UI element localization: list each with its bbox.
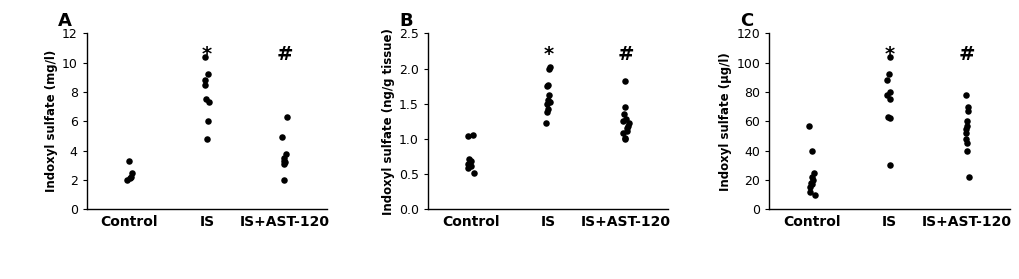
Point	[273, 135, 289, 140]
Point	[880, 116, 897, 121]
Point	[200, 119, 216, 124]
Point	[959, 109, 975, 113]
Point	[464, 133, 480, 137]
Point	[802, 189, 818, 194]
Point	[879, 115, 896, 119]
Point	[461, 157, 477, 161]
Point	[463, 159, 479, 164]
Point	[800, 124, 816, 128]
Point	[542, 65, 558, 69]
Point	[540, 93, 556, 98]
Point	[539, 83, 555, 87]
Point	[196, 55, 212, 59]
Point	[958, 124, 974, 128]
Point	[538, 102, 554, 106]
Point	[616, 105, 633, 110]
Point	[465, 170, 481, 175]
Point	[958, 141, 974, 146]
Point	[121, 176, 138, 181]
Point	[616, 135, 633, 140]
Point	[614, 119, 631, 124]
Point	[537, 121, 553, 126]
Point	[804, 178, 820, 182]
Point	[275, 159, 291, 163]
Point	[803, 175, 819, 179]
Text: *: *	[883, 45, 894, 64]
Point	[460, 166, 476, 171]
Point	[539, 110, 555, 114]
Point	[803, 148, 819, 153]
Point	[197, 83, 213, 87]
Point	[878, 93, 895, 97]
Point	[880, 90, 897, 94]
Point	[277, 160, 293, 165]
Text: A: A	[58, 12, 71, 30]
Point	[959, 104, 975, 109]
Point	[957, 93, 973, 97]
Point	[200, 72, 216, 77]
Point	[620, 121, 636, 126]
Point	[614, 131, 631, 136]
Point	[801, 185, 817, 189]
Point	[960, 175, 976, 179]
Point	[199, 137, 215, 141]
Point	[957, 126, 973, 131]
Point	[277, 151, 293, 156]
Point	[122, 175, 139, 179]
Text: *: *	[202, 45, 212, 64]
Point	[877, 78, 894, 83]
Text: *: *	[543, 45, 552, 64]
Point	[540, 66, 556, 71]
Point	[803, 182, 819, 187]
Point	[541, 99, 557, 104]
Point	[619, 124, 635, 129]
Point	[958, 119, 974, 124]
Point	[275, 178, 291, 182]
Text: #: #	[276, 45, 292, 64]
Point	[802, 181, 818, 185]
Point	[957, 131, 973, 135]
Point	[619, 128, 635, 133]
Point	[539, 107, 555, 112]
Point	[880, 163, 897, 167]
Point	[958, 148, 974, 153]
Text: B: B	[398, 12, 413, 30]
Point	[616, 79, 633, 83]
Point	[278, 115, 294, 119]
Point	[460, 161, 476, 166]
Point	[198, 97, 214, 102]
Point	[120, 159, 137, 163]
Point	[124, 170, 141, 175]
Point	[539, 84, 555, 88]
Point	[805, 170, 821, 175]
Point	[616, 137, 633, 141]
Point	[275, 156, 291, 160]
Point	[197, 78, 213, 83]
Point	[880, 97, 897, 102]
Point	[619, 126, 635, 131]
Point	[880, 55, 897, 59]
Point	[463, 163, 479, 168]
Y-axis label: Indoxyl sulfate (μg/l): Indoxyl sulfate (μg/l)	[718, 52, 732, 191]
Point	[201, 100, 217, 105]
Text: #: #	[616, 45, 634, 64]
Point	[119, 178, 136, 182]
Point	[615, 112, 632, 117]
Y-axis label: Indoxyl sulfate (ng/g tissue): Indoxyl sulfate (ng/g tissue)	[381, 28, 394, 215]
Text: #: #	[958, 45, 974, 64]
Point	[957, 137, 973, 141]
Point	[880, 72, 897, 77]
Point	[806, 193, 822, 197]
Text: C: C	[740, 12, 753, 30]
Y-axis label: Indoxyl sulfate (mg/l): Indoxyl sulfate (mg/l)	[45, 50, 58, 193]
Point	[618, 117, 634, 121]
Point	[540, 98, 556, 102]
Point	[460, 134, 476, 138]
Point	[275, 162, 291, 166]
